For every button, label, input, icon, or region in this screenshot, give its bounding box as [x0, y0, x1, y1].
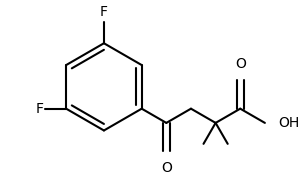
Text: O: O — [235, 57, 246, 71]
Text: F: F — [35, 102, 43, 116]
Text: OH: OH — [278, 116, 299, 130]
Text: F: F — [100, 5, 108, 19]
Text: O: O — [161, 161, 172, 175]
